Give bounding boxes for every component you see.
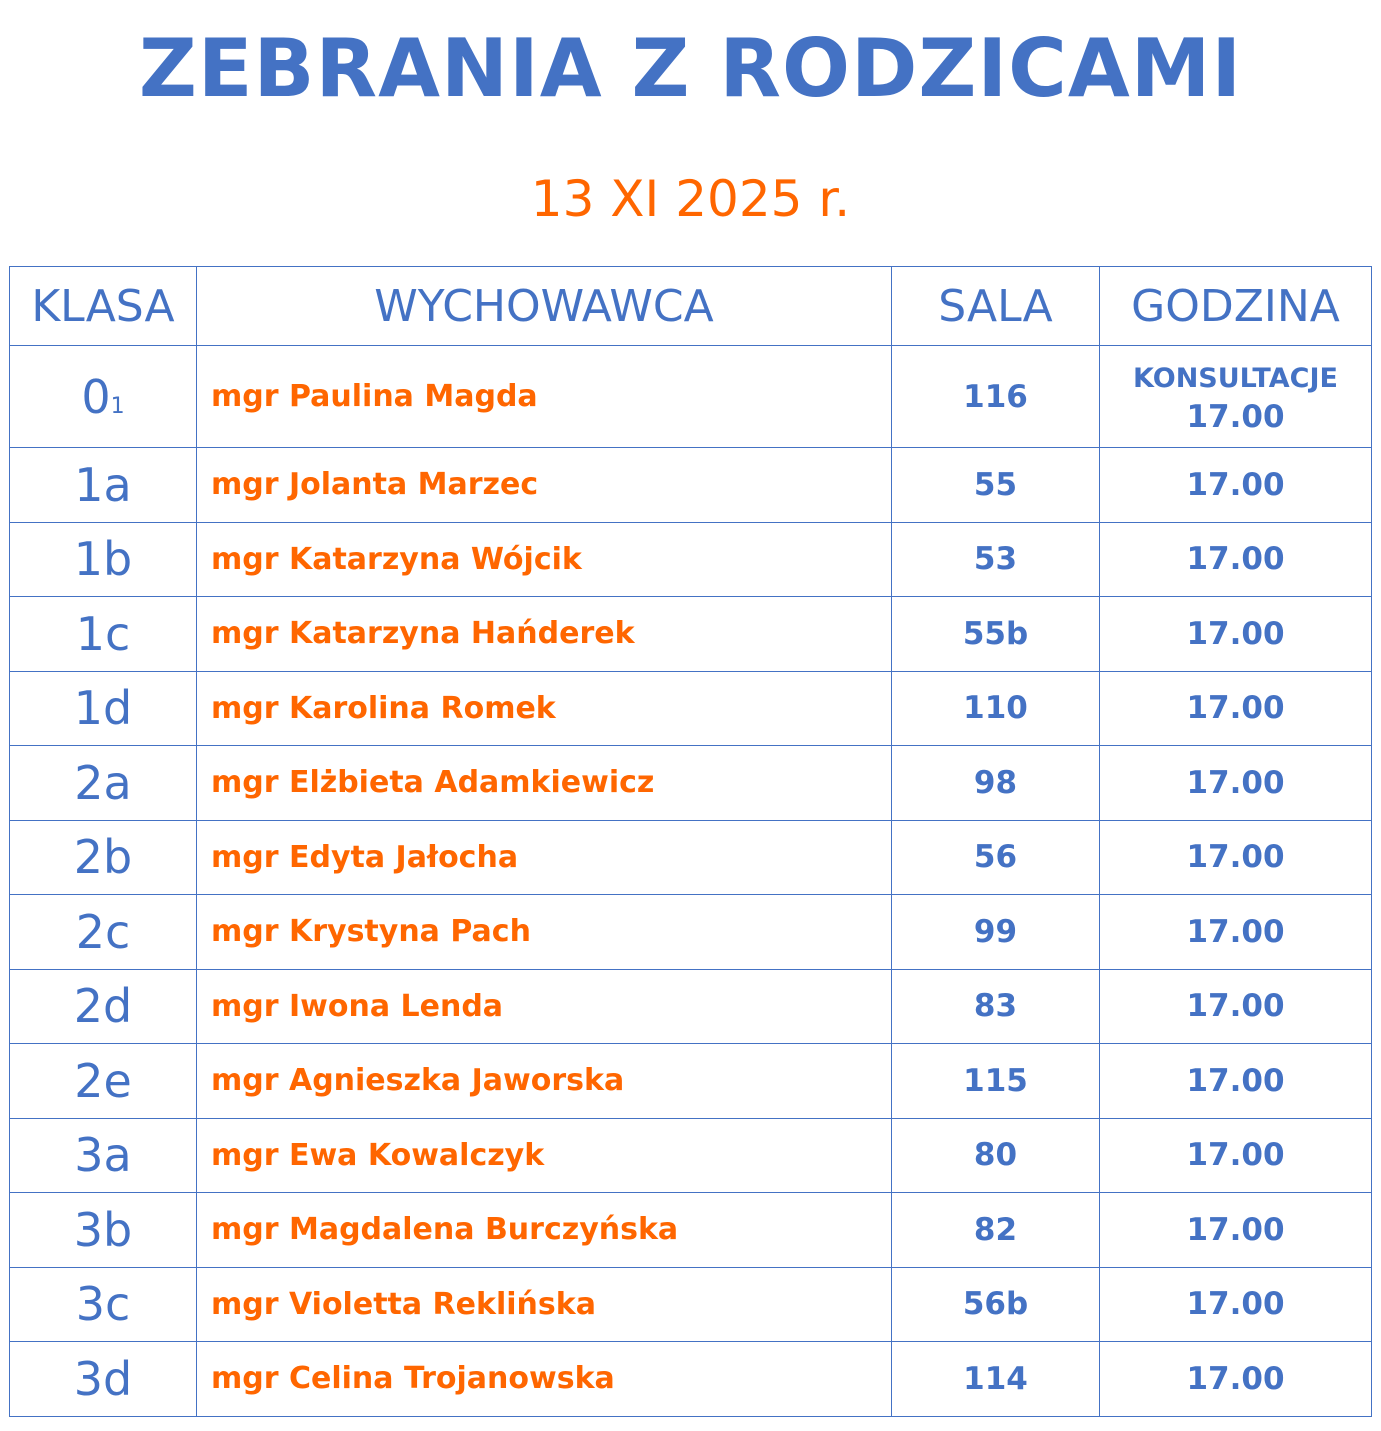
godzina-cell: 17.00	[1099, 670, 1372, 746]
klasa-cell: 1c	[9, 596, 197, 672]
klasa-cell: 2b	[9, 819, 197, 895]
godzina-cell: 17.00	[1099, 968, 1372, 1044]
wychowawca-cell: mgr Magdalena Burczyńska	[196, 1192, 892, 1268]
wychowawca-cell: mgr Violetta Reklińska	[196, 1266, 892, 1342]
table-row: 2b mgr Edyta Jałocha 56 17.00	[9, 819, 1372, 895]
wychowawca-cell: mgr Iwona Lenda	[196, 968, 892, 1044]
meeting-date: 13 XI 2025 r.	[530, 170, 851, 228]
sala-cell: 55b	[891, 596, 1100, 672]
wychowawca-cell: mgr Elżbieta Adamkiewicz	[196, 745, 892, 821]
godzina-value: 17.00	[1186, 398, 1285, 435]
page-title: ZEBRANIA Z RODZICAMI	[138, 22, 1243, 115]
wychowawca-cell: mgr Katarzyna Hańderek	[196, 596, 892, 672]
godzina-cell: 17.00	[1099, 1192, 1372, 1268]
klasa-cell: 3b	[9, 1192, 197, 1268]
wychowawca-cell: mgr Krystyna Pach	[196, 894, 892, 970]
godzina-cell: 17.00	[1099, 1266, 1372, 1342]
godzina-cell: 17.00	[1099, 819, 1372, 895]
klasa-cell: 1a	[9, 447, 197, 523]
godzina-cell: 17.00	[1099, 1043, 1372, 1119]
table-row: 3d mgr Celina Trojanowska 114 17.00	[9, 1341, 1372, 1417]
table-row: 1b mgr Katarzyna Wójcik 53 17.00	[9, 521, 1372, 597]
godzina-cell: 17.00	[1099, 1117, 1372, 1193]
klasa-value: 0	[81, 369, 111, 424]
table-row: 2d mgr Iwona Lenda 83 17.00	[9, 968, 1372, 1044]
wychowawca-cell: mgr Jolanta Marzec	[196, 447, 892, 523]
klasa-subscript: 1	[110, 393, 125, 419]
sala-cell: 56	[891, 819, 1100, 895]
sala-cell: 82	[891, 1192, 1100, 1268]
sala-cell: 55	[891, 447, 1100, 523]
klasa-cell: 2e	[9, 1043, 197, 1119]
sala-cell: 83	[891, 968, 1100, 1044]
table-row: 3b mgr Magdalena Burczyńska 82 17.00	[9, 1192, 1372, 1268]
klasa-cell: 2a	[9, 745, 197, 821]
wychowawca-cell: mgr Karolina Romek	[196, 670, 892, 746]
table-row: 1c mgr Katarzyna Hańderek 55b 17.00	[9, 596, 1372, 672]
godzina-cell: 17.00	[1099, 745, 1372, 821]
sala-cell: 114	[891, 1341, 1100, 1417]
klasa-cell: 3c	[9, 1266, 197, 1342]
godzina-cell: 17.00	[1099, 447, 1372, 523]
klasa-cell: 1b	[9, 521, 197, 597]
table-row: 2c mgr Krystyna Pach 99 17.00	[9, 894, 1372, 970]
header-row: KLASA WYCHOWAWCA SALA GODZINA	[9, 266, 1372, 346]
sala-cell: 80	[891, 1117, 1100, 1193]
sala-cell: 99	[891, 894, 1100, 970]
klasa-cell: 3a	[9, 1117, 197, 1193]
consultation-note: KONSULTACJE	[1133, 362, 1338, 394]
table-row: 3a mgr Ewa Kowalczyk 80 17.00	[9, 1117, 1372, 1193]
wychowawca-cell: mgr Agnieszka Jaworska	[196, 1043, 892, 1119]
godzina-cell: KONSULTACJE 17.00	[1099, 345, 1372, 448]
wychowawca-cell: mgr Paulina Magda	[196, 345, 892, 448]
wychowawca-cell: mgr Ewa Kowalczyk	[196, 1117, 892, 1193]
sala-cell: 115	[891, 1043, 1100, 1119]
klasa-cell: 2c	[9, 894, 197, 970]
godzina-cell: 17.00	[1099, 596, 1372, 672]
klasa-cell: 01	[9, 345, 197, 448]
sala-cell: 56b	[891, 1266, 1100, 1342]
godzina-cell: 17.00	[1099, 521, 1372, 597]
klasa-cell: 2d	[9, 968, 197, 1044]
wychowawca-cell: mgr Celina Trojanowska	[196, 1341, 892, 1417]
wychowawca-cell: mgr Edyta Jałocha	[196, 819, 892, 895]
sala-cell: 98	[891, 745, 1100, 821]
sala-cell: 53	[891, 521, 1100, 597]
table-row: 01 mgr Paulina Magda 116 KONSULTACJE 17.0…	[9, 345, 1372, 448]
table-row: 3c mgr Violetta Reklińska 56b 17.00	[9, 1266, 1372, 1342]
table-row: 2e mgr Agnieszka Jaworska 115 17.00	[9, 1043, 1372, 1119]
header-wychowawca: WYCHOWAWCA	[196, 266, 892, 346]
godzina-cell: 17.00	[1099, 894, 1372, 970]
klasa-cell: 3d	[9, 1341, 197, 1417]
table-row: 2a mgr Elżbieta Adamkiewicz 98 17.00	[9, 745, 1372, 821]
sala-cell: 110	[891, 670, 1100, 746]
header-sala: SALA	[891, 266, 1100, 346]
godzina-cell: 17.00	[1099, 1341, 1372, 1417]
wychowawca-cell: mgr Katarzyna Wójcik	[196, 521, 892, 597]
header-klasa: KLASA	[9, 266, 197, 346]
table-row: 1d mgr Karolina Romek 110 17.00	[9, 670, 1372, 746]
schedule-table: KLASA WYCHOWAWCA SALA GODZINA 01 mgr Pau…	[9, 266, 1372, 1417]
klasa-cell: 1d	[9, 670, 197, 746]
table-row: 1a mgr Jolanta Marzec 55 17.00	[9, 447, 1372, 523]
sala-cell: 116	[891, 345, 1100, 448]
header-godzina: GODZINA	[1099, 266, 1372, 346]
